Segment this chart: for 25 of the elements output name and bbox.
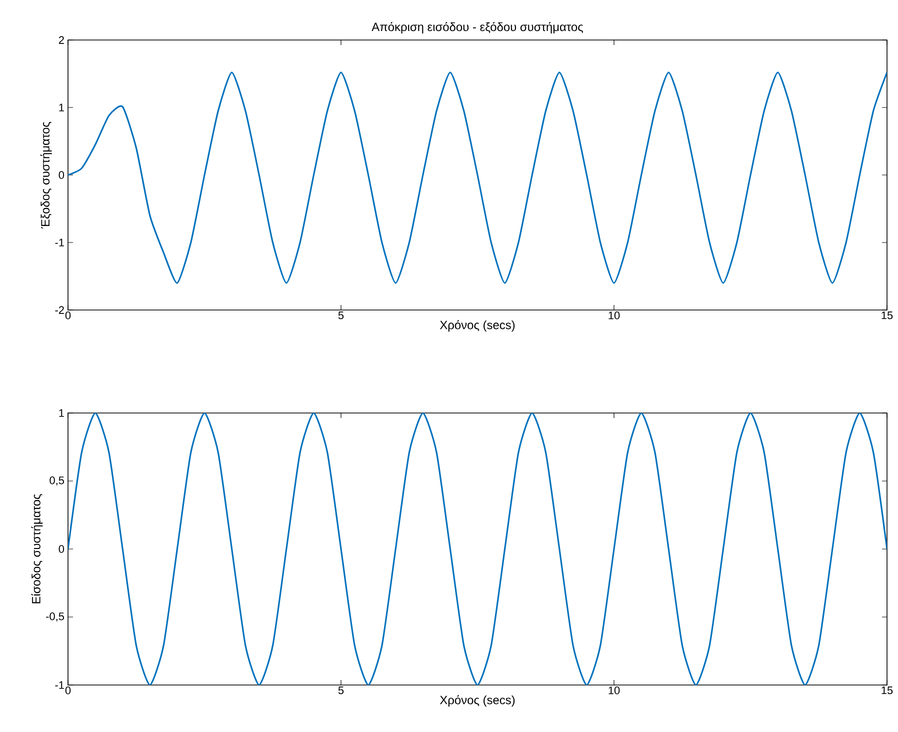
x-tick-label: 10 [608,686,620,694]
y-tick-label: 1 [59,409,64,417]
y-axis-title: Είσοδος συστήματος [31,494,43,604]
y-tick-label: -1 [55,238,64,246]
y-tick-label: 0,5 [50,476,64,486]
x-tick-label: 10 [608,312,620,320]
y-tick-label: -0,5 [46,612,64,622]
x-tick-label: 5 [338,312,344,320]
x-tick-label: 15 [882,312,893,320]
y-tick-label: 0 [58,545,64,553]
x-tick-label: 15 [882,686,893,694]
y-tick-label: 0 [58,171,64,179]
x-tick-label: 5 [338,686,344,694]
y-tick-label: 1 [59,104,64,112]
x-axis-title: Χρόνος (secs) [440,320,515,332]
x-tick-label: 0 [65,312,71,320]
y-tick-label: -2 [55,306,64,314]
line-series [68,412,888,685]
line-series [68,72,888,284]
x-tick-label: 0 [65,686,71,694]
y-tick-label: 2 [58,36,64,44]
y-axis-title: Έξοδος συστήματος [40,122,52,228]
y-tick-label: -1 [55,681,64,689]
chart-title: Απόκριση εισόδου - εξόδου συστήματος [372,22,583,34]
x-axis-title: Χρόνος (secs) [440,695,515,707]
